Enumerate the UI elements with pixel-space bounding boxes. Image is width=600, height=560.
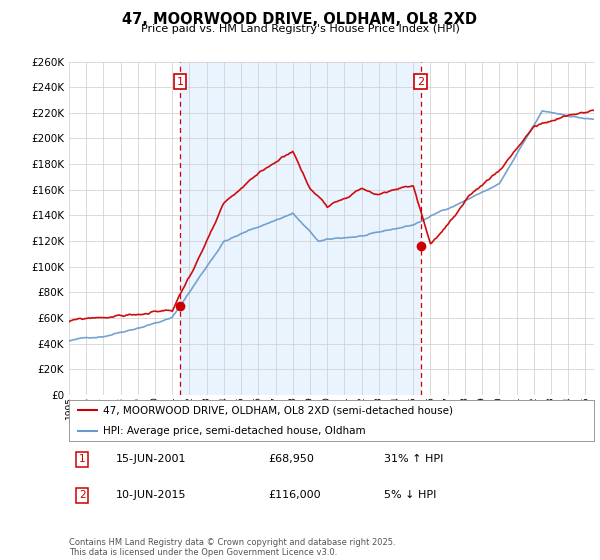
- Text: £116,000: £116,000: [269, 491, 321, 501]
- Text: Contains HM Land Registry data © Crown copyright and database right 2025.
This d: Contains HM Land Registry data © Crown c…: [69, 538, 395, 557]
- Text: 2: 2: [417, 77, 424, 87]
- Text: HPI: Average price, semi-detached house, Oldham: HPI: Average price, semi-detached house,…: [103, 426, 366, 436]
- Text: £68,950: £68,950: [269, 454, 314, 464]
- Text: 10-JUN-2015: 10-JUN-2015: [116, 491, 187, 501]
- Text: 47, MOORWOOD DRIVE, OLDHAM, OL8 2XD (semi-detached house): 47, MOORWOOD DRIVE, OLDHAM, OL8 2XD (sem…: [103, 405, 453, 416]
- Text: 47, MOORWOOD DRIVE, OLDHAM, OL8 2XD: 47, MOORWOOD DRIVE, OLDHAM, OL8 2XD: [122, 12, 478, 27]
- Text: 15-JUN-2001: 15-JUN-2001: [116, 454, 187, 464]
- Text: 31% ↑ HPI: 31% ↑ HPI: [384, 454, 443, 464]
- Text: 1: 1: [79, 454, 85, 464]
- Text: 2: 2: [79, 491, 85, 501]
- Text: 5% ↓ HPI: 5% ↓ HPI: [384, 491, 436, 501]
- Bar: [180, 62, 421, 395]
- Text: Price paid vs. HM Land Registry's House Price Index (HPI): Price paid vs. HM Land Registry's House …: [140, 24, 460, 34]
- Text: 1: 1: [176, 77, 184, 87]
